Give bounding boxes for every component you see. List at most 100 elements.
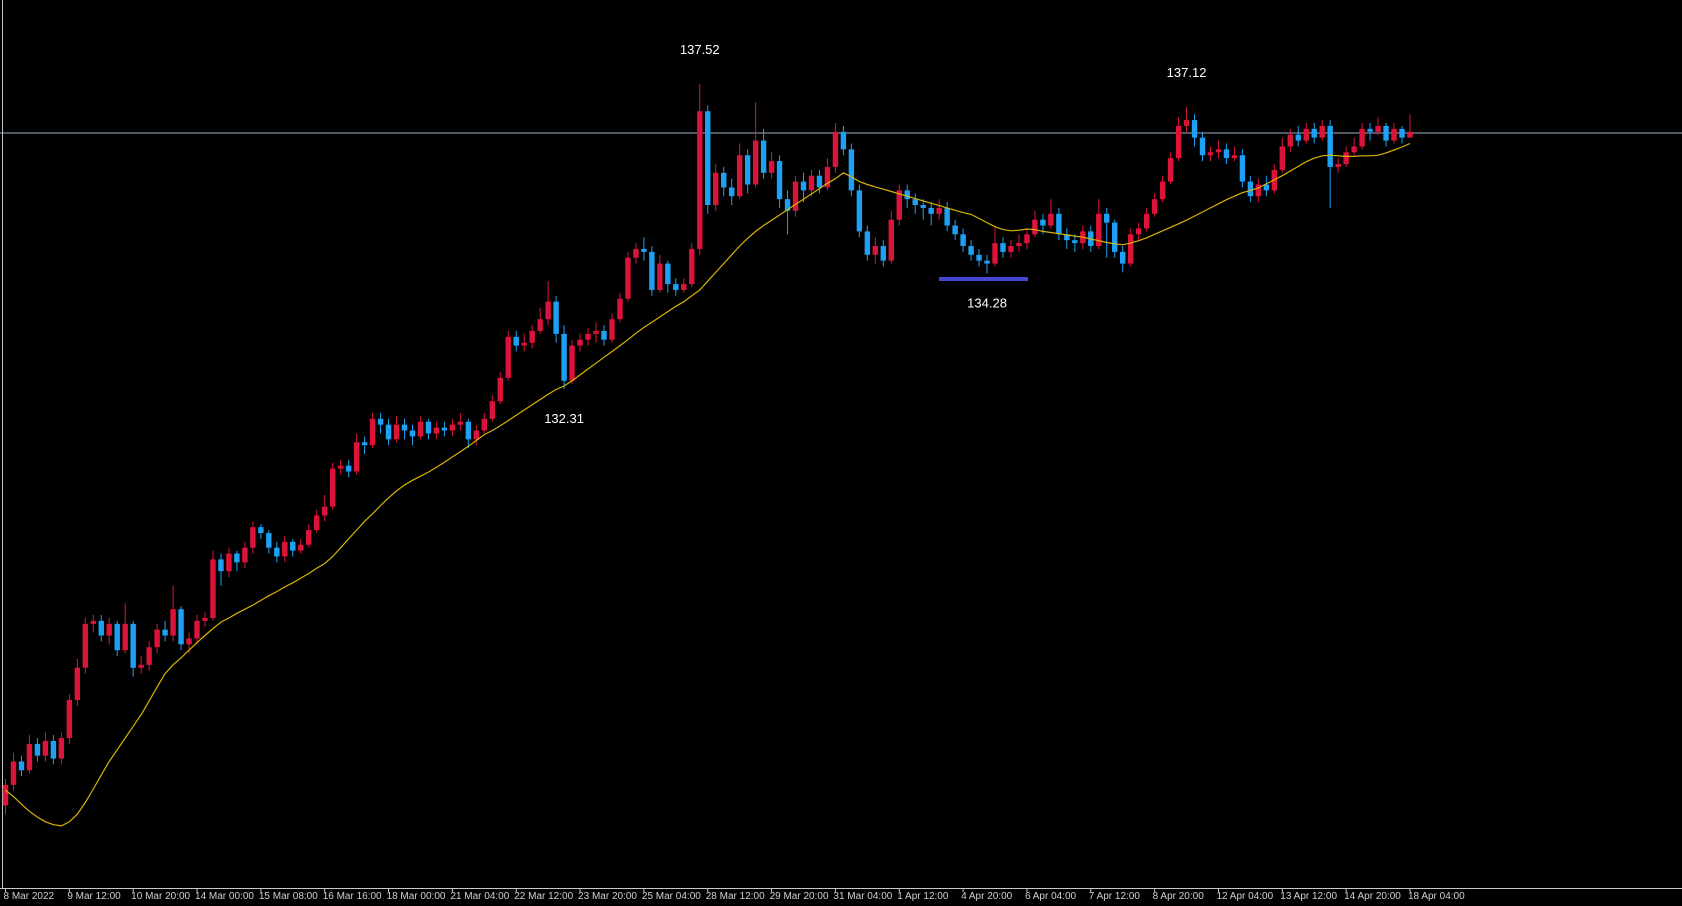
candle-body xyxy=(728,187,735,197)
candle-body xyxy=(417,421,424,437)
candle-body xyxy=(1231,155,1238,159)
candle-body xyxy=(1239,155,1246,182)
candle-body xyxy=(593,330,599,334)
candle-body xyxy=(497,377,503,402)
candle-body xyxy=(433,427,440,434)
x-tick-label: 12 Apr 04:00 xyxy=(1216,891,1273,902)
candle-body xyxy=(1143,213,1150,229)
candle-body xyxy=(130,623,136,668)
candle-body xyxy=(920,205,926,208)
candle-body xyxy=(1351,146,1357,153)
candle-body xyxy=(609,319,615,340)
candle-body xyxy=(234,553,240,563)
candle-body xyxy=(314,515,320,531)
candle-body xyxy=(1367,128,1373,132)
candle-body xyxy=(784,199,791,211)
candle-body xyxy=(369,418,376,446)
candle-body xyxy=(82,623,88,668)
candle-body xyxy=(258,527,264,534)
candle-body xyxy=(1255,184,1262,197)
candle-body xyxy=(697,111,703,249)
candle-body xyxy=(1199,137,1206,156)
candle-body xyxy=(58,738,65,759)
candle-body xyxy=(1359,128,1365,147)
candle-body xyxy=(329,468,336,507)
candle-body xyxy=(186,638,192,645)
candle-body xyxy=(816,175,823,188)
x-tick-label: 9 Mar 12:00 xyxy=(67,891,121,902)
x-tick-label: 4 Apr 20:00 xyxy=(961,891,1013,902)
candle-body xyxy=(792,181,799,211)
candle-body xyxy=(1383,125,1389,141)
candle-body xyxy=(290,541,296,551)
x-tick-label: 8 Mar 2022 xyxy=(4,891,55,902)
candle-body xyxy=(744,155,751,185)
x-tick-label: 31 Mar 04:00 xyxy=(833,891,892,902)
candle-body xyxy=(936,207,942,214)
candle-body xyxy=(872,246,879,255)
candle-body xyxy=(625,257,631,299)
candle-body xyxy=(1327,125,1333,167)
candle-body xyxy=(760,140,767,173)
candle-body xyxy=(912,199,918,206)
candle-body xyxy=(1279,146,1285,170)
candle-body xyxy=(944,207,950,226)
candle-body xyxy=(641,248,647,252)
candle-body xyxy=(1048,213,1054,226)
candle-body xyxy=(681,284,687,290)
candle-body xyxy=(896,190,902,220)
x-tick-label: 16 Mar 16:00 xyxy=(323,891,382,902)
x-tick-label: 1 Apr 12:00 xyxy=(897,891,949,902)
candle-body xyxy=(768,161,775,173)
candle-body xyxy=(457,421,464,425)
candle-body xyxy=(529,330,535,343)
candle-body xyxy=(401,424,408,431)
price-annotation: 132.31 xyxy=(544,411,584,426)
candle-body xyxy=(569,345,575,381)
candle-body xyxy=(665,263,671,285)
x-tick-label: 15 Mar 08:00 xyxy=(259,891,318,902)
candle-body xyxy=(1215,149,1222,153)
candle-body xyxy=(1311,128,1317,138)
candle-body xyxy=(1024,234,1030,244)
candle-body xyxy=(106,623,112,636)
candle-body xyxy=(473,430,480,440)
x-tick-label: 18 Mar 00:00 xyxy=(387,891,446,902)
candle-body xyxy=(226,553,232,572)
candle-body xyxy=(1112,222,1118,252)
candle-body xyxy=(90,620,96,624)
candle-body xyxy=(1120,251,1126,264)
candle-body xyxy=(353,442,360,472)
candle-body xyxy=(904,190,910,200)
candle-body xyxy=(617,298,623,320)
candle-body xyxy=(18,761,25,771)
candle-body xyxy=(1295,134,1301,141)
x-tick-label: 6 Apr 04:00 xyxy=(1025,891,1077,902)
candle-body xyxy=(481,418,487,431)
candle-body xyxy=(968,246,974,255)
candle-body xyxy=(122,623,128,651)
candle-body xyxy=(2,784,9,806)
candle-body xyxy=(992,243,998,264)
x-tick-label: 7 Apr 12:00 xyxy=(1089,891,1141,902)
x-tick-label: 14 Apr 20:00 xyxy=(1344,891,1401,902)
candle-body xyxy=(721,172,727,188)
candle-body xyxy=(210,559,216,618)
candle-body xyxy=(713,172,719,206)
candle-body xyxy=(1247,181,1254,197)
candle-body xyxy=(42,740,49,756)
candle-body xyxy=(202,617,208,621)
candle-body xyxy=(114,623,120,651)
candle-body xyxy=(848,149,855,191)
candle-body xyxy=(10,761,17,785)
candle-body xyxy=(1135,228,1142,235)
candle-body xyxy=(1399,128,1405,138)
x-tick-label: 18 Apr 04:00 xyxy=(1408,891,1465,902)
candle-body xyxy=(1175,125,1182,159)
candle-body xyxy=(138,664,144,668)
candle-body xyxy=(545,301,551,320)
candle-body xyxy=(800,181,807,191)
candle-body xyxy=(1319,125,1325,138)
candle-body xyxy=(74,667,81,700)
